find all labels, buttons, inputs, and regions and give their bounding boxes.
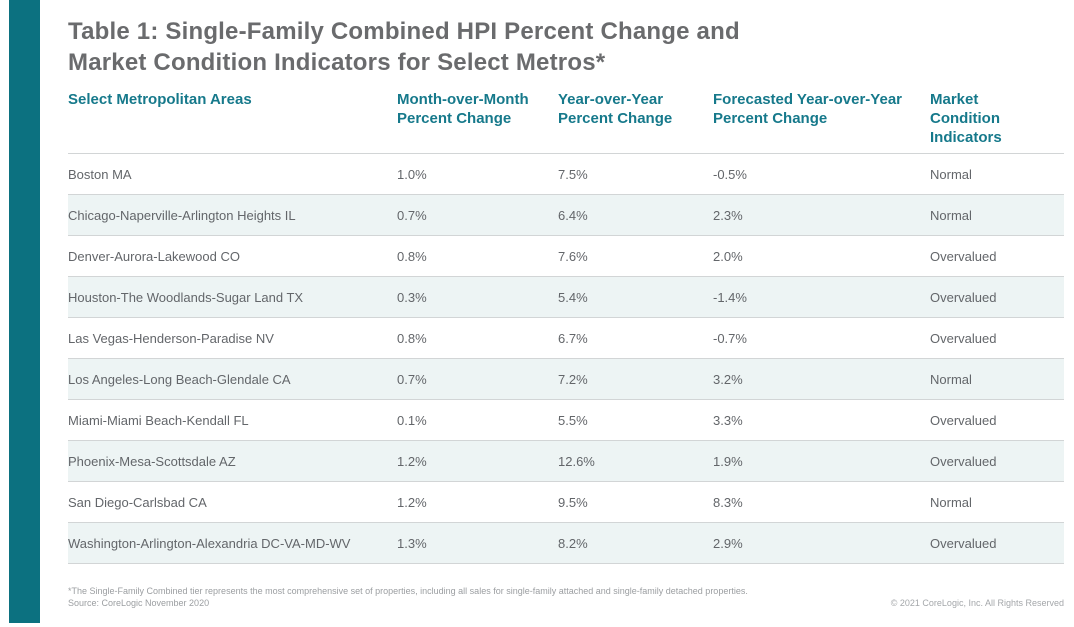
page-footer: *The Single-Family Combined tier represe… xyxy=(68,585,1064,609)
cell-metro: Houston-The Woodlands-Sugar Land TX xyxy=(68,289,304,305)
cell-condition: Normal xyxy=(930,494,972,510)
table-row: Las Vegas-Henderson-Paradise NV 0.8% 6.7% -… xyxy=(68,317,1064,358)
table-row: Houston-The Woodlands-Sugar Land TX 0.3% 5… xyxy=(68,276,1064,317)
table-row: Los Angeles-Long Beach-Glendale CA 0.7% 7.… xyxy=(68,358,1064,399)
cell-condition: Normal xyxy=(930,166,972,182)
table-header-row: Select Metropolitan Areas Month-over-Mon… xyxy=(68,90,1064,153)
cell-forecast: 3.3% xyxy=(713,412,743,428)
cell-forecast: 2.9% xyxy=(713,535,743,551)
left-accent-bar xyxy=(9,0,40,623)
content-area: Table 1: Single-Family Combined HPI Perc… xyxy=(68,0,1064,627)
cell-forecast: -0.5% xyxy=(713,166,747,182)
cell-mom: 0.8% xyxy=(397,330,427,346)
cell-forecast: 2.0% xyxy=(713,248,743,264)
cell-forecast: 8.3% xyxy=(713,494,743,510)
cell-mom: 1.2% xyxy=(397,453,427,469)
table-row: Phoenix-Mesa-Scottsdale AZ 1.2% 12.6% 1.9% O… xyxy=(68,440,1064,481)
cell-metro: Chicago-Naperville-Arlington Heights IL xyxy=(68,207,296,223)
cell-mom: 0.7% xyxy=(397,207,427,223)
cell-mom: 0.7% xyxy=(397,371,427,387)
column-header-condition: Market Condition Indicators xyxy=(930,91,1002,146)
table-row: San Diego-Carlsbad CA 1.2% 9.5% 8.3% Normal xyxy=(68,481,1064,522)
cell-condition: Overvalued xyxy=(930,535,997,551)
cell-yoy: 6.7% xyxy=(558,330,588,346)
copyright-text: © 2021 CoreLogic, Inc. All Rights Reserv… xyxy=(890,598,1064,608)
column-header-mom: Month-over-Month Percent Change xyxy=(397,91,529,127)
table-row: Chicago-Naperville-Arlington Heights IL 0… xyxy=(68,194,1064,235)
cell-mom: 1.2% xyxy=(397,494,427,510)
cell-yoy: 7.2% xyxy=(558,371,588,387)
cell-metro: Phoenix-Mesa-Scottsdale AZ xyxy=(68,453,236,469)
cell-yoy: 7.5% xyxy=(558,166,588,182)
cell-metro: Boston MA xyxy=(68,166,132,182)
column-header-yoy: Year-over-Year Percent Change xyxy=(558,91,673,127)
cell-condition: Normal xyxy=(930,207,972,223)
cell-yoy: 7.6% xyxy=(558,248,588,264)
column-header-metro: Select Metropolitan Areas xyxy=(68,91,252,108)
cell-yoy: 8.2% xyxy=(558,535,588,551)
cell-metro: Denver-Aurora-Lakewood CO xyxy=(68,248,240,264)
cell-condition: Overvalued xyxy=(930,412,997,428)
page-title-line2: Market Condition Indicators for Select M… xyxy=(68,49,606,76)
cell-forecast: 3.2% xyxy=(713,371,743,387)
cell-metro: Miami-Miami Beach-Kendall FL xyxy=(68,412,249,428)
cell-yoy: 5.4% xyxy=(558,289,588,305)
cell-yoy: 9.5% xyxy=(558,494,588,510)
page-title-line1: Table 1: Single-Family Combined HPI Perc… xyxy=(68,18,740,45)
cell-forecast: -1.4% xyxy=(713,289,747,305)
source-text: Source: CoreLogic November 2020 xyxy=(68,598,210,608)
cell-mom: 1.3% xyxy=(397,535,427,551)
cell-forecast: -0.7% xyxy=(713,330,747,346)
cell-metro: Las Vegas-Henderson-Paradise NV xyxy=(68,330,274,346)
cell-condition: Overvalued xyxy=(930,453,997,469)
footnote-text: *The Single-Family Combined tier represe… xyxy=(68,586,748,596)
page-title: Table 1: Single-Family Combined HPI Perc… xyxy=(68,16,1064,78)
cell-forecast: 2.3% xyxy=(713,207,743,223)
cell-mom: 0.1% xyxy=(397,412,427,428)
cell-mom: 1.0% xyxy=(397,166,427,182)
table-row: Washington-Arlington-Alexandria DC-VA-MD… xyxy=(68,522,1064,563)
table-row: Boston MA 1.0% 7.5% -0.5% Normal xyxy=(68,153,1064,194)
table-row: Denver-Aurora-Lakewood CO 0.8% 7.6% 2.0% Ove… xyxy=(68,235,1064,276)
cell-condition: Normal xyxy=(930,371,972,387)
footnotes: *The Single-Family Combined tier represe… xyxy=(68,585,748,609)
cell-metro: San Diego-Carlsbad CA xyxy=(68,494,207,510)
cell-yoy: 12.6% xyxy=(558,453,595,469)
cell-yoy: 5.5% xyxy=(558,412,588,428)
cell-condition: Overvalued xyxy=(930,330,997,346)
table-row: Miami-Miami Beach-Kendall FL 0.1% 5.5% 3.3%… xyxy=(68,399,1064,440)
cell-condition: Overvalued xyxy=(930,289,997,305)
cell-condition: Overvalued xyxy=(930,248,997,264)
cell-metro: Los Angeles-Long Beach-Glendale CA xyxy=(68,371,291,387)
cell-forecast: 1.9% xyxy=(713,453,743,469)
cell-mom: 0.8% xyxy=(397,248,427,264)
cell-yoy: 6.4% xyxy=(558,207,588,223)
table-body: Boston MA 1.0% 7.5% -0.5% Normal Chicago-Nape… xyxy=(68,153,1064,564)
cell-mom: 0.3% xyxy=(397,289,427,305)
cell-metro: Washington-Arlington-Alexandria DC-VA-MD… xyxy=(68,535,351,551)
column-header-forecast: Forecasted Year-over-Year Percent Change xyxy=(713,91,903,127)
